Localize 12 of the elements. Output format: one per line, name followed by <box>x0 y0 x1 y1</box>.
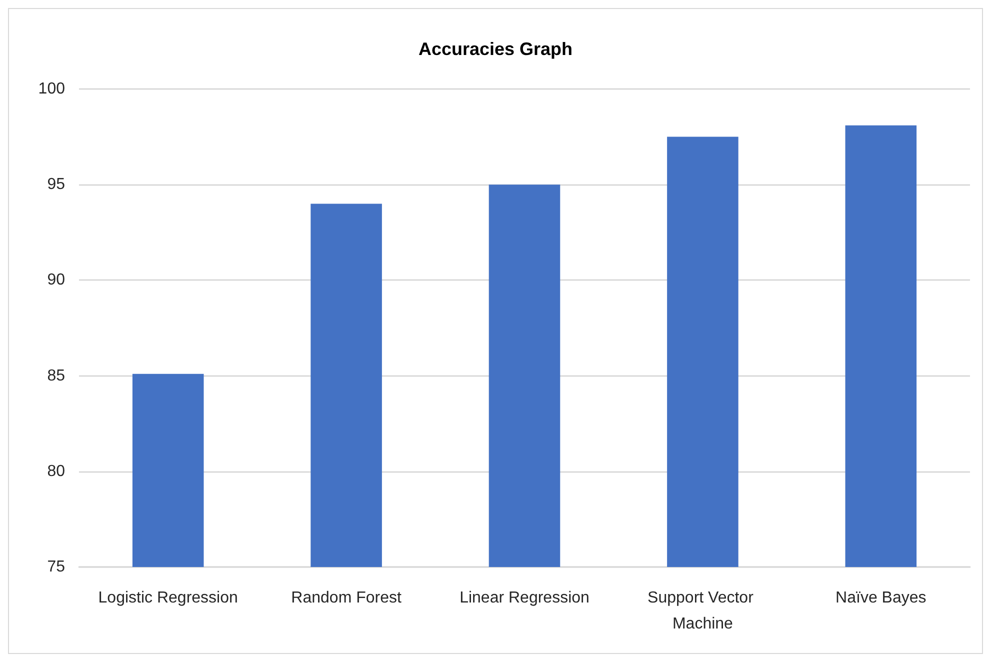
x-tick-label: Random Forest <box>291 590 402 606</box>
y-tick-label: 80 <box>47 462 66 480</box>
x-tick-label: Linear Regression <box>460 590 590 606</box>
x-tick-label: Support Vector Machine <box>648 590 758 632</box>
y-tick-label: 75 <box>47 558 66 576</box>
x-tick-label: Logistic Regression <box>98 590 238 606</box>
y-tick-label: 95 <box>47 176 66 194</box>
chart-title: Accuracies Graph <box>418 39 573 59</box>
y-tick-label: 90 <box>47 272 66 289</box>
y-tick-label: 100 <box>38 80 66 98</box>
y-tick-label: 85 <box>47 367 66 384</box>
x-tick-label: Naïve Bayes <box>836 590 926 606</box>
